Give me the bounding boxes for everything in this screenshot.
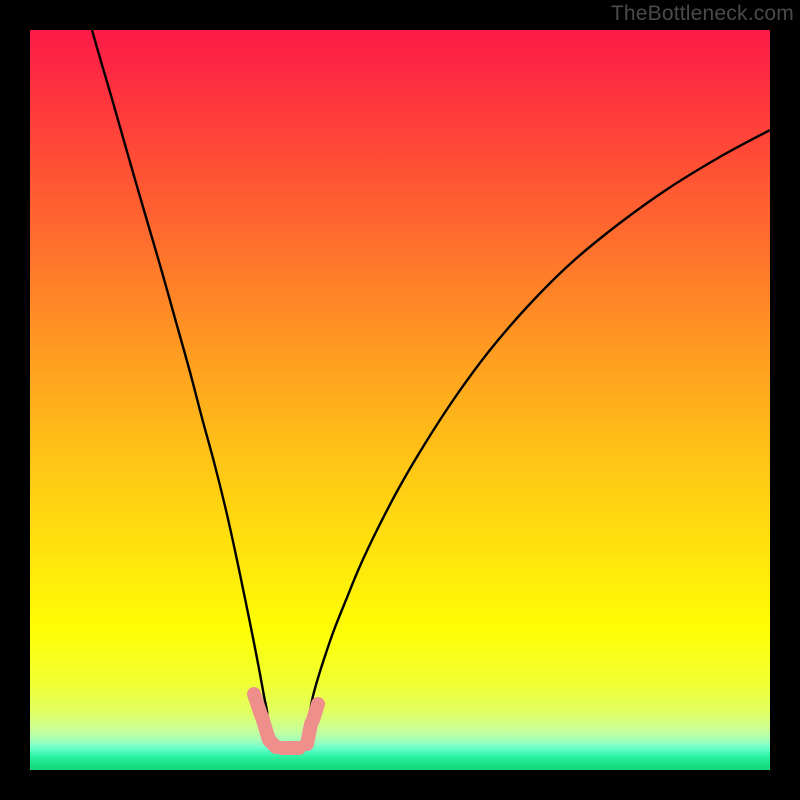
optimal-range-marker	[307, 724, 311, 744]
right-curve	[309, 130, 770, 722]
watermark-text: TheBottleneck.com	[611, 2, 794, 26]
plot-area	[30, 30, 770, 770]
optimal-range-marker	[313, 704, 318, 720]
left-curve	[92, 30, 268, 722]
bottleneck-curves	[30, 30, 770, 770]
